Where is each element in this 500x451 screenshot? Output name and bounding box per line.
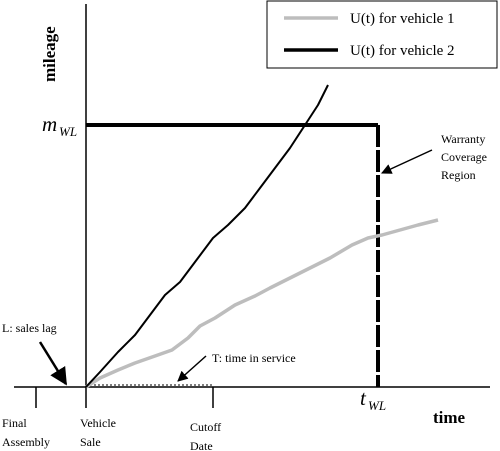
label-cutoff-date: Cutoff Date [190,420,221,451]
warranty-line-3: Region [441,168,476,182]
cutoff-date-line-2: Date [190,439,213,451]
y-axis-label: mileage [40,26,59,82]
t-wl-subscript: WL [368,398,386,413]
warranty-arrow [381,149,433,174]
m-wl-subscript: WL [59,124,77,139]
warranty-line-2: Coverage [441,150,487,164]
legend: U(t) for vehicle 1 U(t) for vehicle 2 [266,0,498,69]
legend-label-vehicle-1: U(t) for vehicle 1 [350,11,455,27]
vehicle-1-usage-curve [85,218,439,389]
time-in-service-arrow [177,355,207,382]
x-axis-label: time [433,408,466,427]
vehicle-2-usage-curve [85,84,329,388]
final-assembly-line-2: Assembly [2,435,50,449]
legend-label-vehicle-2: U(t) for vehicle 2 [350,43,455,59]
m-wl-label: m WL [42,112,77,139]
m-wl-main: m [42,112,57,136]
cutoff-date-line-1: Cutoff [190,420,221,434]
label-vehicle-sale: Vehicle Sale [80,416,116,449]
legend-item-vehicle-2: U(t) for vehicle 2 [284,43,455,59]
vehicle-sale-line-1: Vehicle [80,416,116,430]
warranty-region-annotation: Warranty Coverage Region [381,132,487,182]
sales-lag-label: L: sales lag [2,321,57,335]
final-assembly-line-1: Final [2,416,27,430]
time-in-service-label: T: time in service [212,351,296,365]
warranty-line-1: Warranty [441,132,485,146]
sales-lag-annotation: L: sales lag [2,321,68,386]
time-in-service-annotation: T: time in service [177,351,296,382]
sales-lag-arrow [38,341,68,386]
t-wl-label: t WL [360,386,386,413]
vehicle-sale-line-2: Sale [80,435,101,449]
legend-item-vehicle-1: U(t) for vehicle 1 [284,11,455,27]
t-wl-main: t [360,386,367,410]
legend-box [266,0,498,69]
label-final-assembly: Final Assembly [2,416,50,449]
